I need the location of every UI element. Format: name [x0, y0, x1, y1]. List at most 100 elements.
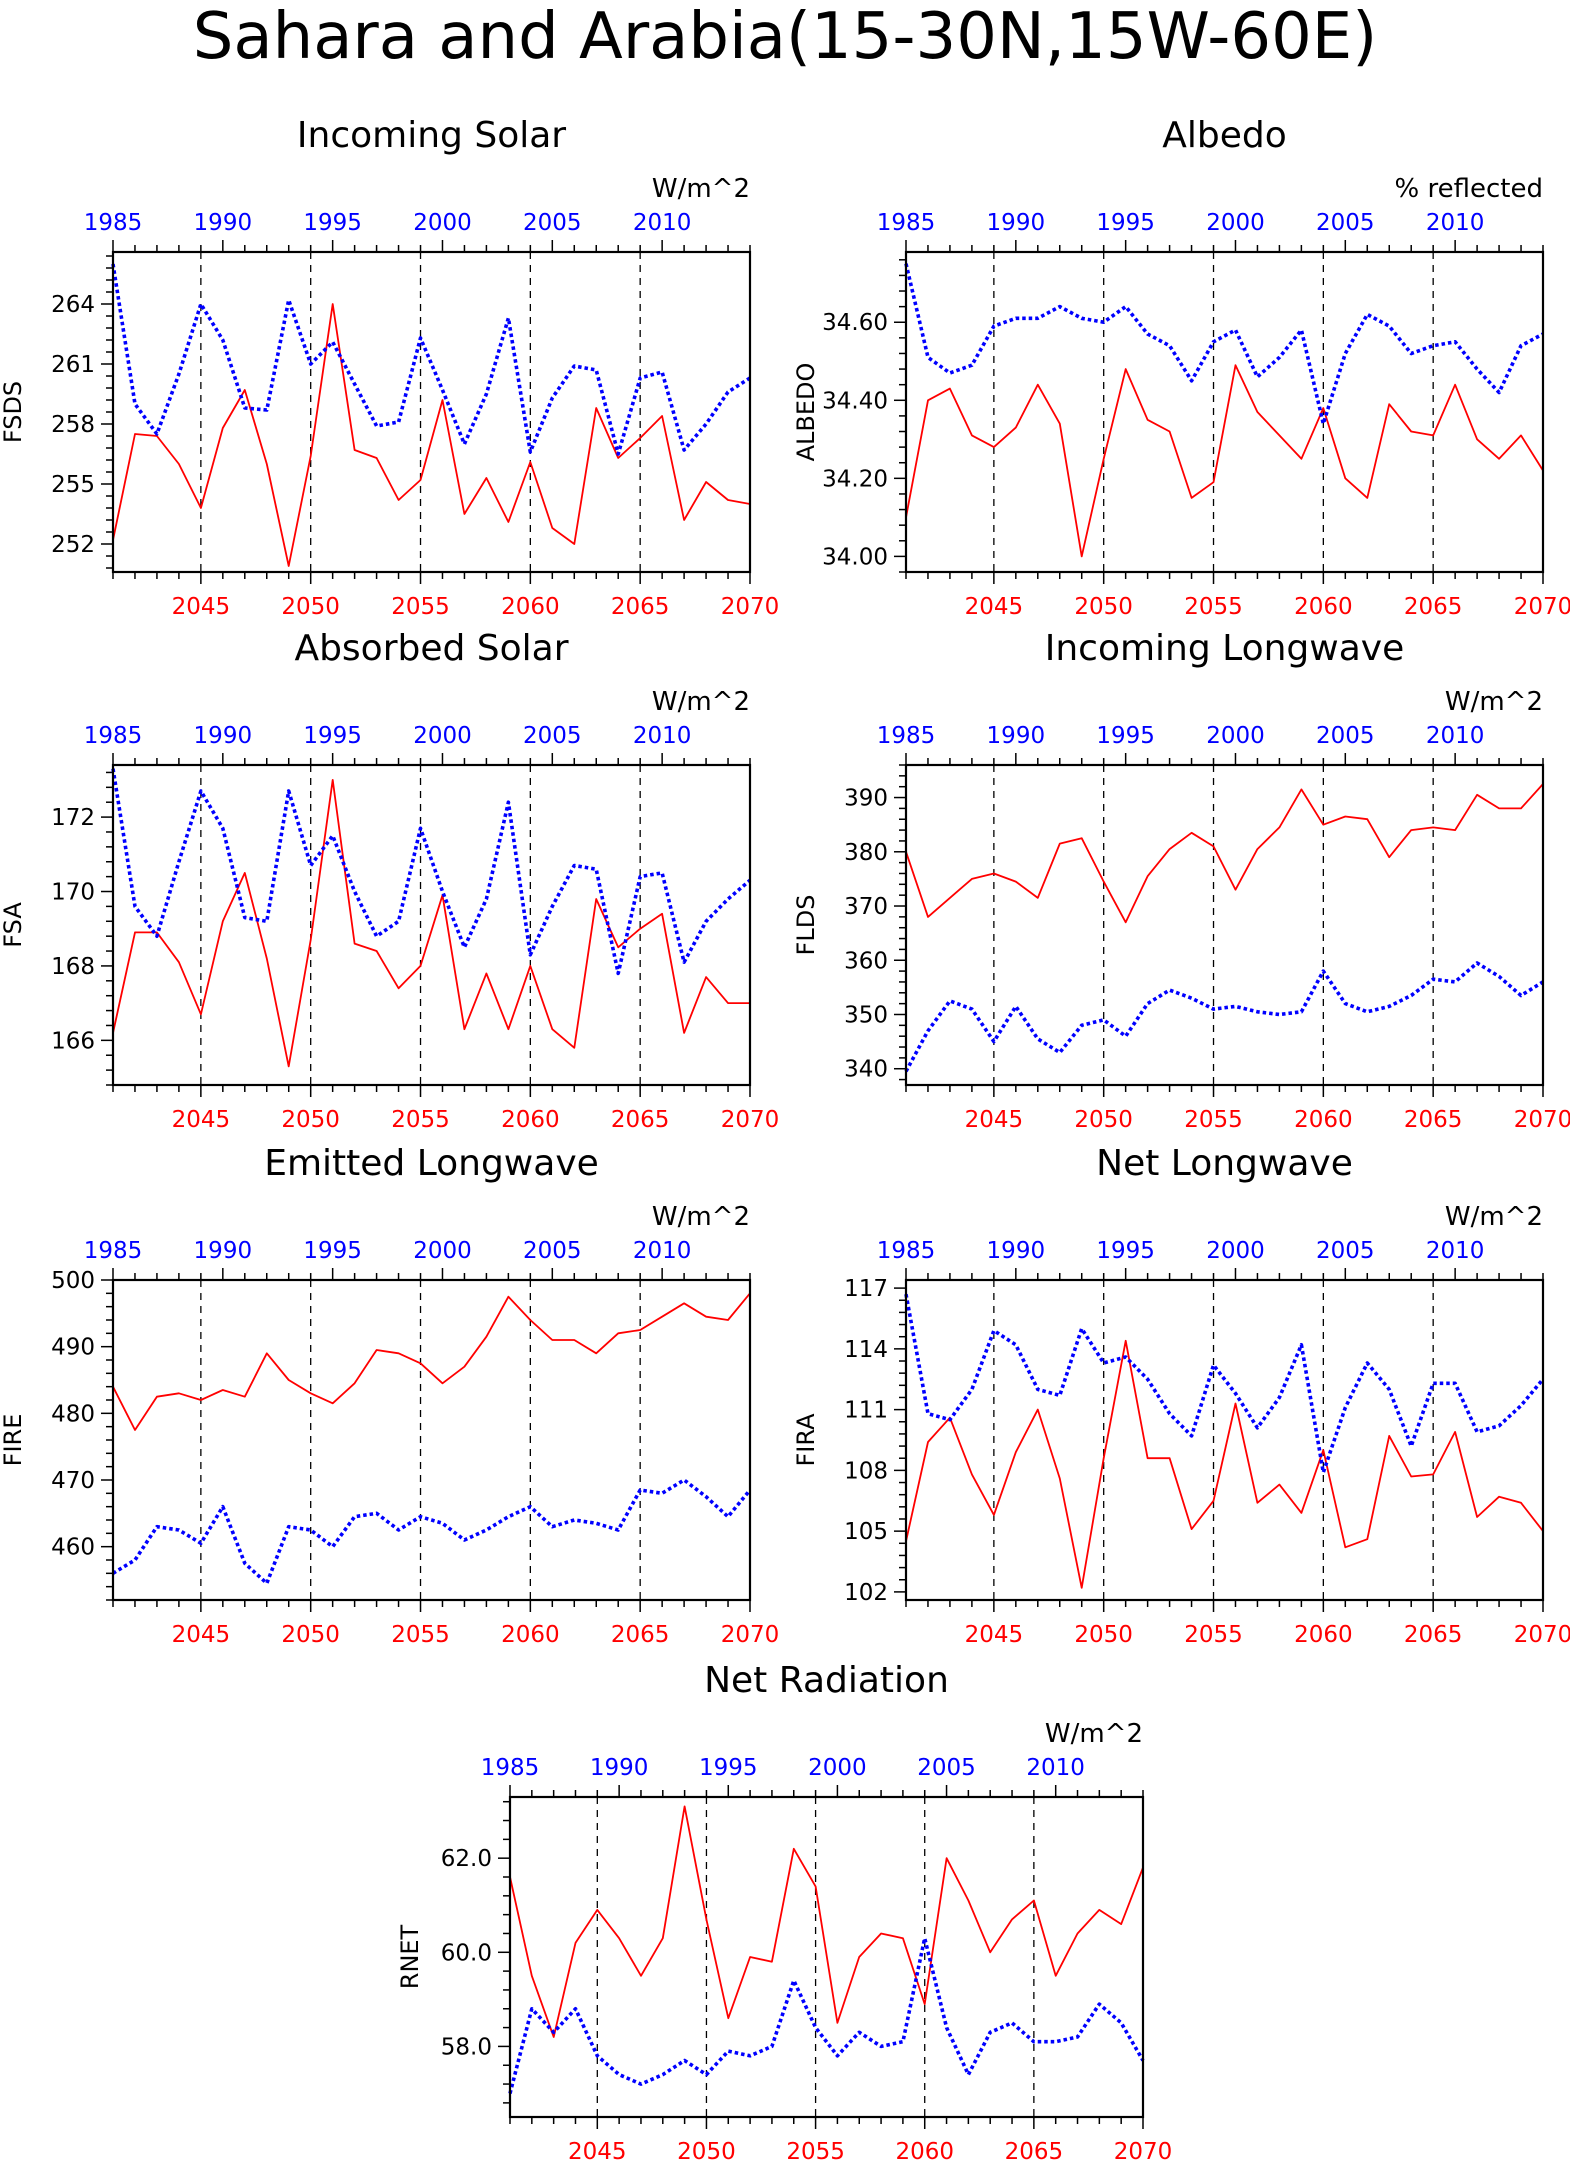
top-tick-label: 1995 — [699, 1755, 758, 1781]
x-tick-label: 2050 — [1074, 594, 1133, 620]
main-title: Sahara and Arabia(15-30N,15W-60E) — [193, 0, 1377, 74]
x-tick-label: 2045 — [965, 1107, 1024, 1133]
units-label: W/m^2 — [1445, 1202, 1543, 1232]
y-tick-label: 460 — [51, 1535, 95, 1561]
y-axis-label: FLDS — [792, 895, 820, 956]
x-tick-label: 2070 — [721, 1622, 780, 1648]
top-tick-label: 2000 — [1206, 723, 1265, 749]
plot-frame — [904, 250, 1545, 574]
x-tick-label: 2065 — [1404, 1622, 1463, 1648]
top-tick-label: 1985 — [481, 1755, 540, 1781]
x-tick-label: 2060 — [1294, 594, 1353, 620]
x-tick-label: 2065 — [1404, 1107, 1463, 1133]
plot-frame — [111, 250, 752, 574]
top-tick-label: 1995 — [1096, 210, 1155, 236]
y-tick-label: 62.0 — [441, 1846, 492, 1872]
y-tick-label: 340 — [844, 1057, 888, 1083]
x-tick-label: 2055 — [1184, 594, 1243, 620]
y-tick-label: 172 — [51, 805, 95, 831]
top-tick-label: 2000 — [1206, 210, 1265, 236]
chart-panel-5: Emitted Longwave W/m^2 FIRE 460 470 480 490 500… — [0, 1143, 779, 1648]
top-tick-label: 2005 — [917, 1755, 976, 1781]
top-tick-label: 1990 — [194, 210, 253, 236]
y-tick-label: 34.40 — [822, 388, 888, 414]
x-tick-label: 2060 — [1294, 1107, 1353, 1133]
top-tick-label: 2005 — [523, 1238, 582, 1264]
top-tick-label: 1990 — [987, 1238, 1046, 1264]
x-tick-label: 2070 — [1114, 2139, 1173, 2160]
chart-panel-6: Net Longwave W/m^2 FIRA 102 105 108 111 114 117 2… — [792, 1143, 1570, 1648]
x-tick-label: 2065 — [1005, 2139, 1064, 2160]
plot-frame — [904, 1278, 1545, 1602]
y-axis-label: RNET — [396, 1924, 424, 1989]
y-tick-label: 258 — [51, 412, 95, 438]
units-label: W/m^2 — [652, 687, 750, 717]
top-tick-label: 1985 — [84, 210, 143, 236]
x-tick-label: 2070 — [1514, 594, 1570, 620]
plot-frame — [111, 1278, 752, 1602]
top-tick-label: 1985 — [84, 723, 143, 749]
x-tick-label: 2070 — [1514, 1622, 1570, 1648]
chart-panel-7: Net Radiation W/m^2 RNET 58.0 60.0 62.0 2045 20… — [396, 1660, 1172, 2160]
y-tick-label: 350 — [844, 1002, 888, 1028]
y-tick-label: 252 — [51, 532, 95, 558]
top-tick-label: 2005 — [1316, 210, 1375, 236]
y-tick-label: 102 — [844, 1580, 888, 1606]
x-tick-label: 2060 — [501, 1107, 560, 1133]
x-tick-label: 2065 — [1404, 594, 1463, 620]
x-tick-label: 2045 — [172, 594, 231, 620]
historical-series-line — [904, 1293, 1545, 1475]
y-tick-label: 117 — [844, 1276, 888, 1302]
y-tick-label: 170 — [51, 880, 95, 906]
top-tick-label: 1990 — [987, 210, 1046, 236]
x-tick-label: 2060 — [1294, 1622, 1353, 1648]
top-tick-label: 2010 — [1026, 1755, 1085, 1781]
y-axis-label: FSA — [0, 902, 27, 948]
x-tick-label: 2070 — [1514, 1107, 1570, 1133]
top-tick-label: 1985 — [84, 1238, 143, 1264]
plot-frame — [904, 763, 1545, 1087]
chart-panel-2: Albedo % reflected ALBEDO 34.00 34.20 34.40 34… — [792, 115, 1570, 620]
future-series-line — [509, 1805, 1144, 2038]
y-axis-label: ALBEDO — [792, 363, 820, 462]
x-tick-label: 2065 — [611, 1622, 670, 1648]
top-tick-label: 2000 — [413, 210, 472, 236]
chart-panel-3: Absorbed Solar W/m^2 FSA 166 168 170 172 2045 20… — [0, 628, 779, 1133]
top-tick-label: 2010 — [633, 210, 692, 236]
y-tick-label: 108 — [844, 1458, 888, 1484]
units-label: W/m^2 — [1045, 1719, 1143, 1749]
top-tick-label: 2000 — [413, 1238, 472, 1264]
y-tick-label: 105 — [844, 1519, 888, 1545]
x-tick-label: 2060 — [501, 1622, 560, 1648]
top-tick-label: 2010 — [633, 723, 692, 749]
y-tick-label: 490 — [51, 1335, 95, 1361]
y-tick-label: 60.0 — [441, 1940, 492, 1966]
y-tick-label: 370 — [844, 894, 888, 920]
y-tick-label: 360 — [844, 948, 888, 974]
x-tick-label: 2055 — [391, 594, 450, 620]
x-tick-label: 2055 — [391, 1107, 450, 1133]
top-tick-label: 1985 — [877, 723, 936, 749]
x-tick-label: 2045 — [568, 2139, 627, 2160]
y-tick-label: 264 — [51, 292, 95, 318]
top-tick-label: 1990 — [194, 723, 253, 749]
plot-frame — [508, 1795, 1145, 2119]
top-tick-label: 2005 — [523, 210, 582, 236]
top-tick-label: 2005 — [1316, 1238, 1375, 1264]
y-tick-label: 261 — [51, 352, 95, 378]
x-tick-label: 2060 — [501, 594, 560, 620]
x-tick-label: 2055 — [1184, 1107, 1243, 1133]
y-tick-label: 500 — [51, 1268, 95, 1294]
plot-frame — [111, 763, 752, 1087]
y-tick-label: 111 — [844, 1398, 888, 1424]
x-tick-label: 2045 — [965, 594, 1024, 620]
future-series-line — [112, 303, 751, 567]
x-tick-label: 2065 — [611, 594, 670, 620]
top-tick-label: 1990 — [987, 723, 1046, 749]
top-tick-label: 1995 — [303, 1238, 362, 1264]
x-tick-label: 2070 — [721, 1107, 780, 1133]
top-tick-label: 2000 — [808, 1755, 867, 1781]
x-tick-label: 2055 — [786, 2139, 845, 2160]
top-tick-label: 2010 — [1426, 1238, 1485, 1264]
historical-series-line — [111, 263, 751, 456]
